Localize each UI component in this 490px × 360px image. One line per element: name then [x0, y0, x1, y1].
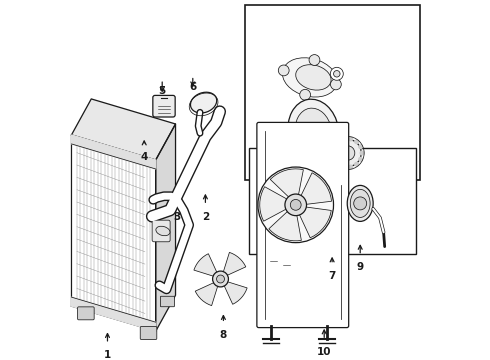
Circle shape — [331, 150, 336, 156]
Circle shape — [278, 65, 289, 76]
Ellipse shape — [282, 262, 291, 267]
Circle shape — [360, 150, 365, 156]
Circle shape — [336, 139, 341, 144]
FancyBboxPatch shape — [257, 122, 349, 328]
Polygon shape — [224, 282, 247, 304]
Circle shape — [293, 156, 298, 161]
Text: 6: 6 — [189, 82, 196, 92]
Circle shape — [300, 89, 311, 100]
Ellipse shape — [270, 258, 278, 264]
Circle shape — [358, 144, 363, 149]
Polygon shape — [223, 252, 246, 275]
FancyBboxPatch shape — [153, 95, 175, 117]
Circle shape — [330, 67, 343, 80]
Text: 8: 8 — [220, 330, 227, 340]
Circle shape — [330, 79, 341, 90]
Text: 10: 10 — [317, 347, 331, 357]
Polygon shape — [72, 99, 175, 160]
Text: 1: 1 — [104, 350, 111, 360]
Polygon shape — [72, 135, 156, 331]
Circle shape — [348, 136, 353, 141]
Circle shape — [309, 55, 320, 66]
Text: 4: 4 — [141, 152, 148, 162]
Bar — [248, 148, 416, 254]
Circle shape — [213, 271, 228, 287]
Circle shape — [354, 197, 367, 210]
Bar — [245, 5, 419, 180]
Circle shape — [332, 157, 337, 162]
Circle shape — [342, 165, 347, 170]
Circle shape — [288, 151, 303, 166]
Circle shape — [348, 165, 353, 170]
Circle shape — [358, 157, 363, 162]
Polygon shape — [270, 169, 303, 197]
Circle shape — [217, 275, 224, 283]
Circle shape — [354, 162, 359, 167]
FancyBboxPatch shape — [140, 327, 157, 339]
Text: 7: 7 — [328, 271, 336, 281]
Polygon shape — [299, 207, 331, 238]
Text: 5: 5 — [159, 86, 166, 96]
Ellipse shape — [296, 65, 331, 90]
Circle shape — [341, 146, 355, 160]
Text: 9: 9 — [357, 262, 364, 272]
FancyBboxPatch shape — [152, 220, 170, 242]
Ellipse shape — [347, 185, 373, 221]
Ellipse shape — [191, 92, 217, 113]
Text: 3: 3 — [173, 212, 180, 222]
Circle shape — [290, 199, 301, 210]
Polygon shape — [72, 135, 156, 169]
Circle shape — [354, 139, 359, 144]
Polygon shape — [260, 187, 287, 221]
Polygon shape — [301, 173, 332, 204]
Polygon shape — [269, 212, 301, 241]
Circle shape — [332, 144, 337, 149]
Ellipse shape — [350, 189, 370, 217]
Ellipse shape — [295, 108, 332, 155]
Circle shape — [282, 145, 309, 172]
Ellipse shape — [282, 58, 337, 97]
Polygon shape — [195, 283, 218, 306]
Polygon shape — [156, 124, 175, 331]
FancyBboxPatch shape — [77, 307, 94, 320]
Polygon shape — [72, 297, 156, 331]
Polygon shape — [194, 254, 217, 276]
Ellipse shape — [156, 226, 170, 236]
Circle shape — [342, 136, 347, 141]
Circle shape — [258, 167, 334, 243]
Text: 2: 2 — [202, 212, 209, 222]
Circle shape — [336, 162, 341, 167]
Ellipse shape — [288, 99, 339, 163]
FancyBboxPatch shape — [160, 296, 174, 307]
Circle shape — [285, 194, 307, 216]
Circle shape — [334, 71, 340, 77]
Circle shape — [334, 139, 361, 167]
